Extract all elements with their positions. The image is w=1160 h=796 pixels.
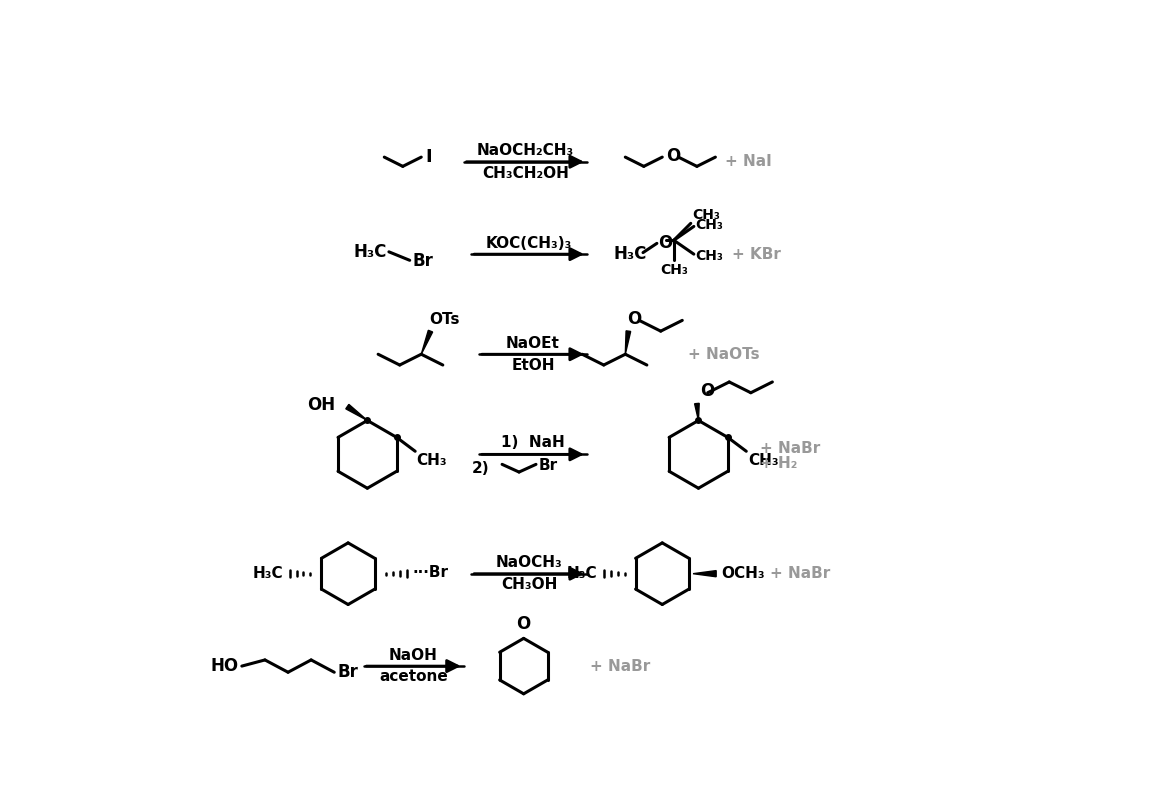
Text: CH₃: CH₃ <box>695 218 723 232</box>
Text: NaOH: NaOH <box>389 648 438 663</box>
Text: O: O <box>626 310 641 328</box>
Text: acetone: acetone <box>379 669 448 685</box>
Text: H₃C: H₃C <box>354 243 386 261</box>
Text: CH₃CH₂OH: CH₃CH₂OH <box>481 166 568 181</box>
Text: NaOCH₃: NaOCH₃ <box>495 556 563 571</box>
Text: CH₃: CH₃ <box>695 248 723 263</box>
Polygon shape <box>346 404 368 420</box>
Text: HO: HO <box>211 657 239 675</box>
Text: H₃C: H₃C <box>567 566 597 581</box>
Text: CH₃: CH₃ <box>660 263 688 277</box>
Text: Br: Br <box>338 663 358 681</box>
Text: + NaOTs: + NaOTs <box>688 347 760 361</box>
Text: Br: Br <box>412 252 433 270</box>
Text: + NaBr: + NaBr <box>590 658 650 673</box>
Text: O: O <box>666 147 681 166</box>
Text: CH₃: CH₃ <box>416 453 448 468</box>
Text: KOC(CH₃)₃: KOC(CH₃)₃ <box>486 236 572 251</box>
Text: NaOCH₂CH₃: NaOCH₂CH₃ <box>477 142 574 158</box>
Text: I: I <box>426 148 433 166</box>
Polygon shape <box>695 404 699 420</box>
Text: + NaBr: + NaBr <box>770 566 831 581</box>
Text: Br: Br <box>539 458 558 473</box>
Text: NaOEt: NaOEt <box>506 336 560 351</box>
Polygon shape <box>625 331 631 354</box>
Text: CH₃: CH₃ <box>693 208 720 222</box>
Text: + KBr: + KBr <box>732 247 781 262</box>
Text: 1)  NaH: 1) NaH <box>501 435 565 451</box>
Text: + NaI: + NaI <box>725 154 771 170</box>
Text: H₃C: H₃C <box>614 245 647 263</box>
Text: CH₃OH: CH₃OH <box>501 577 557 592</box>
Text: H₃C: H₃C <box>253 566 283 581</box>
Text: OH: OH <box>307 396 335 414</box>
Text: CH₃: CH₃ <box>748 453 778 468</box>
Text: + NaBr: + NaBr <box>760 441 820 455</box>
Polygon shape <box>693 571 716 577</box>
Text: OTs: OTs <box>429 311 459 326</box>
Text: + H₂: + H₂ <box>760 456 797 471</box>
Text: O: O <box>699 382 715 400</box>
Text: O: O <box>659 233 673 252</box>
Polygon shape <box>421 330 433 354</box>
Text: ···Br: ···Br <box>413 564 449 579</box>
Text: 2): 2) <box>472 461 490 476</box>
Text: O: O <box>516 615 531 633</box>
Text: EtOH: EtOH <box>512 357 554 373</box>
Text: OCH₃: OCH₃ <box>720 566 764 581</box>
